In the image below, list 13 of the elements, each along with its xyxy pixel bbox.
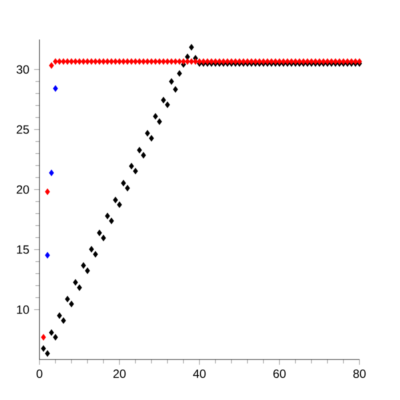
x-tick-label: 40 [193,369,206,378]
point [53,85,58,92]
x-tick-label: 80 [353,369,366,378]
x-tick-label: 0 [36,369,42,378]
y-tick-label: 25 [16,125,29,134]
point [45,252,50,258]
point [49,170,54,176]
y-tick-label: 30 [16,65,29,74]
x-tick-label: 60 [273,369,286,378]
x-tick-label: 20 [113,369,126,378]
y-tick-label: 15 [17,245,29,254]
y-tick-label: 20 [16,185,29,194]
y-tick-label: 10 [17,305,29,314]
